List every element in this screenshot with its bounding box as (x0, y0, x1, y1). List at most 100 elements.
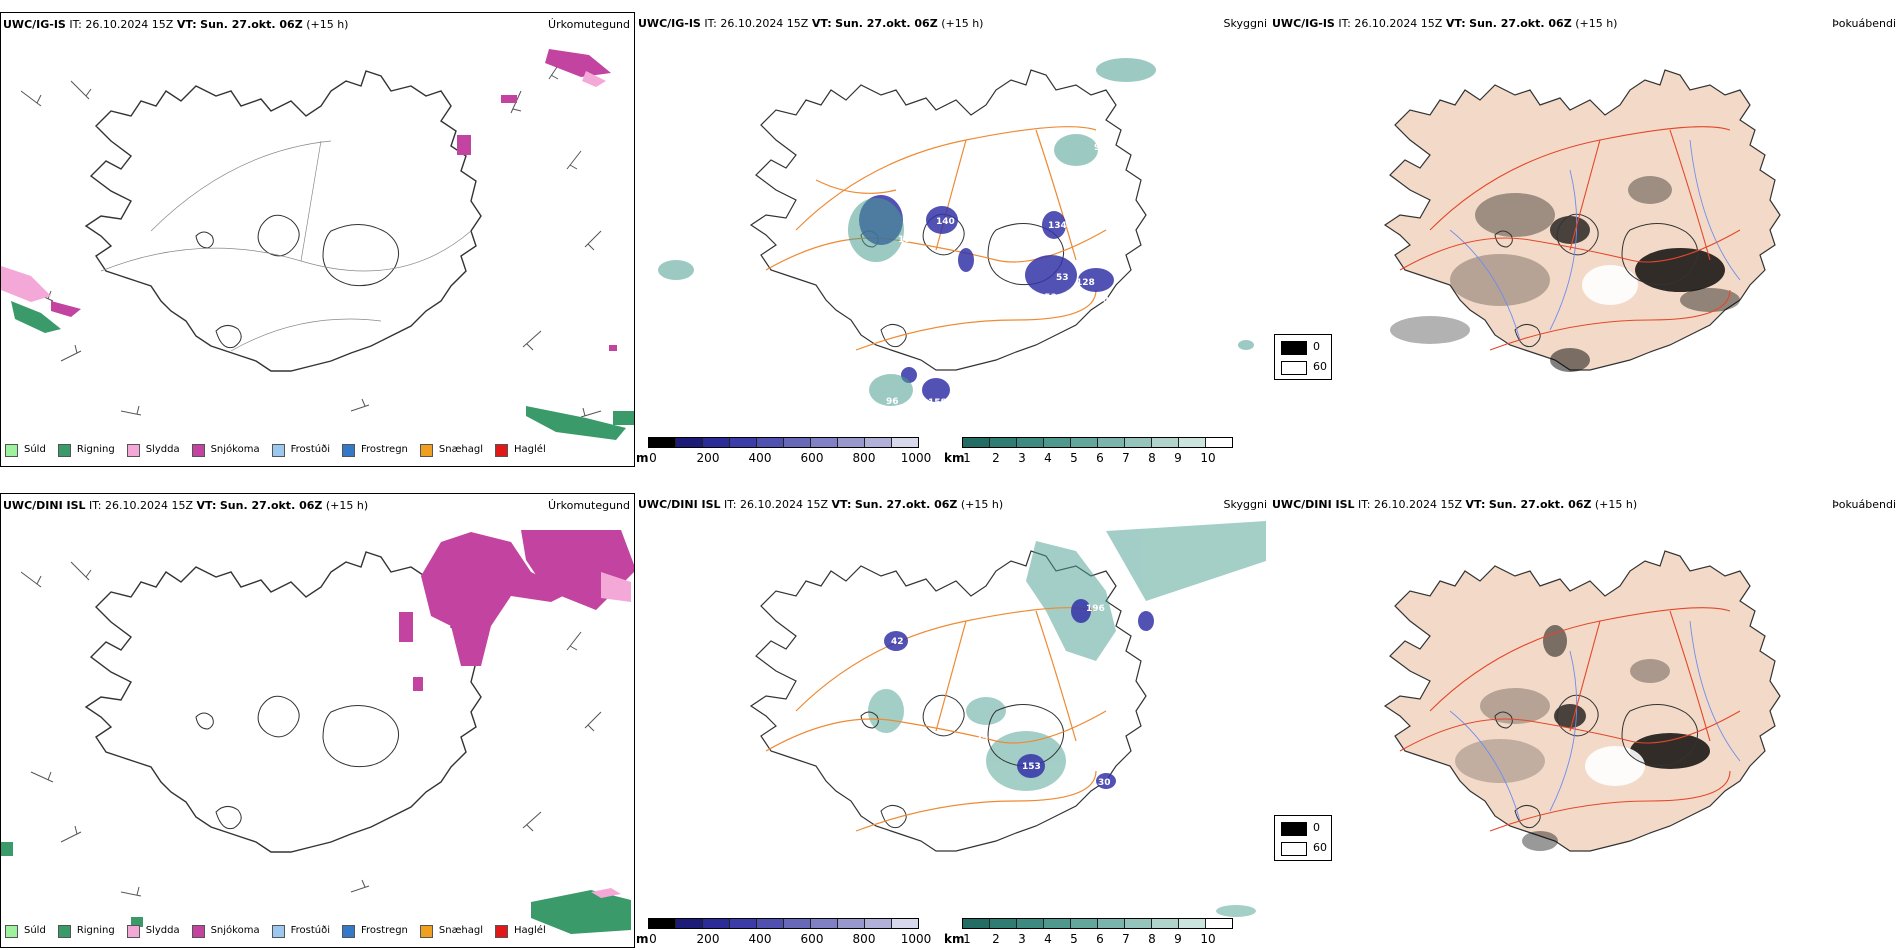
lead-time: (+15 h) (960, 498, 1004, 511)
cloud-labels: 140 132 118 91 134 153 128 53 96 33 158 … (886, 143, 1109, 408)
fog-legend: 0 60 (1274, 334, 1332, 380)
legend-item: Rigning (57, 923, 115, 939)
lead-time: (+15 h) (1594, 498, 1638, 511)
cloud-labels: 196 42 132 47 153 30 (891, 604, 1111, 788)
vis-tick: 4 (1044, 451, 1052, 465)
cloud-tick: 400 (748, 932, 772, 946)
vis-tick: 5 (1070, 451, 1078, 465)
cloud-label: 53 (1056, 273, 1069, 283)
fog-map (1384, 69, 1781, 372)
rivers (1449, 620, 1741, 822)
vis-tick: 2 (992, 451, 1000, 465)
fog-legend-high: 0 (1313, 821, 1320, 834)
cloud-tick: 800 (852, 932, 876, 946)
vis-bar-unit: km (944, 451, 965, 465)
visibility-colorbar: km 1 2 3 4 5 6 7 8 9 10 (944, 437, 1259, 467)
vis-tick: 4 (1044, 932, 1052, 946)
cloud-label: 96 (886, 397, 899, 407)
cloud-tick: 200 (696, 451, 720, 465)
panel-header: UWC/DINI ISL IT: 26.10.2024 15Z VT: Sun.… (1272, 497, 1896, 513)
vt-value: Sun. 27.okt. 06Z (200, 18, 303, 31)
fog-legend-high: 0 (1313, 340, 1320, 353)
vis-tick: 6 (1096, 932, 1104, 946)
vis-tick: 9 (1174, 451, 1182, 465)
visibility-colorbar: km 1 2 3 4 5 6 7 8 9 10 (944, 918, 1259, 948)
cloud-label: 33 (921, 353, 934, 363)
lead-time: (+15 h) (306, 18, 349, 31)
panel-title: Úrkomutegund (548, 18, 630, 31)
vis-tick: 8 (1148, 451, 1156, 465)
cloud-tick: 0 (649, 451, 657, 465)
legend-item: Frostregn (342, 442, 408, 458)
vis-tick: 7 (1122, 451, 1130, 465)
roads (100, 140, 472, 352)
cloud-label: 20 (1096, 295, 1109, 305)
it-value: 26.10.2024 15Z (740, 498, 829, 511)
precip-map (1, 49, 634, 440)
cloud-tick: 800 (852, 451, 876, 465)
cloud-label: 134 (1048, 221, 1067, 231)
model-name: UWC/DINI ISL (3, 499, 86, 512)
legend-item: Haglél (495, 442, 546, 458)
cloud-base-colorbar: m 0 200 400 600 800 1000 (636, 437, 946, 467)
legend-item: Frostúði (271, 442, 330, 458)
panel-header: UWC/IG-IS IT: 26.10.2024 15Z VT: Sun. 27… (638, 16, 1267, 32)
cloud-label: 196 (1086, 604, 1105, 614)
vis-tick: 5 (1070, 932, 1078, 946)
legend-item: Súld (5, 923, 46, 939)
vt-value: Sun. 27.okt. 06Z (854, 498, 958, 511)
panel-title: Úrkomutegund (548, 499, 630, 512)
legend-item: Slydda (126, 442, 180, 458)
model-name: UWC/IG-IS (1272, 17, 1335, 30)
it-label: IT: (1358, 498, 1371, 511)
rivers (1449, 139, 1741, 341)
fog-panel-row1: UWC/IG-IS IT: 26.10.2024 15Z VT: Sun. 27… (1270, 12, 1900, 467)
fog-shading (1455, 625, 1710, 851)
panel-title: Skyggni (1223, 498, 1267, 511)
it-value: 26.10.2024 15Z (105, 499, 194, 512)
cloud-label: 153 (1022, 762, 1041, 772)
it-value: 26.10.2024 15Z (85, 18, 174, 31)
vt-label: VT: (1445, 17, 1466, 30)
cloud-label: 153 (1038, 293, 1057, 303)
vis-tick: 8 (1148, 932, 1156, 946)
fog-panel-row2: UWC/DINI ISL IT: 26.10.2024 15Z VT: Sun.… (1270, 493, 1900, 948)
panel-title: Þokuábendi (1832, 498, 1896, 511)
it-label: IT: (89, 499, 102, 512)
legend-item: Snjókoma (191, 923, 260, 939)
precip-type-panel-row1: UWC/IG-IS IT: 26.10.2024 15Z VT: Sun. 27… (0, 12, 635, 467)
it-value: 26.10.2024 15Z (1374, 498, 1463, 511)
vt-value: Sun. 27.okt. 06Z (1469, 17, 1572, 30)
wind-barbs (20, 561, 602, 897)
cloud-label: 140 (936, 217, 955, 227)
visibility-map: 140 132 118 91 134 153 128 53 96 33 158 … (658, 58, 1254, 408)
fog-shading (1390, 176, 1740, 372)
cloud-base-colorbar: m 0 200 400 600 800 1000 (636, 918, 946, 948)
vt-label: VT: (1465, 498, 1486, 511)
cloud-label: 91 (1094, 143, 1107, 153)
vt-label: VT: (831, 498, 852, 511)
precip-legend: Súld Rigning Slydda Snjókoma Frostúði Fr… (5, 442, 558, 458)
vis-tick: 3 (1018, 451, 1026, 465)
cloud-label: 132 (896, 740, 915, 750)
vt-label: VT: (811, 17, 832, 30)
cloud-bar-unit: m (636, 451, 649, 465)
cloud-tick: 200 (696, 932, 720, 946)
model-name: UWC/DINI ISL (1272, 498, 1355, 511)
model-name: UWC/DINI ISL (638, 498, 721, 511)
panel-header: UWC/IG-IS IT: 26.10.2024 15Z VT: Sun. 27… (1272, 16, 1896, 32)
model-name: UWC/IG-IS (3, 18, 66, 31)
panel-title: Þokuábendi (1832, 17, 1896, 30)
cloud-tick: 1000 (900, 451, 932, 465)
model-name: UWC/IG-IS (638, 17, 701, 30)
vt-value: Sun. 27.okt. 06Z (1488, 498, 1592, 511)
fog-legend-low: 60 (1313, 360, 1327, 373)
cloud-label: 118 (898, 249, 917, 259)
vis-tick: 1 (963, 451, 971, 465)
lead-time: (+15 h) (941, 17, 984, 30)
wind-barbs (20, 60, 602, 418)
panel-header: UWC/DINI ISL IT: 26.10.2024 15Z VT: Sun.… (638, 497, 1267, 513)
cloud-tick: 400 (748, 451, 772, 465)
vis-tick: 10 (1200, 451, 1216, 465)
it-label: IT: (704, 17, 717, 30)
